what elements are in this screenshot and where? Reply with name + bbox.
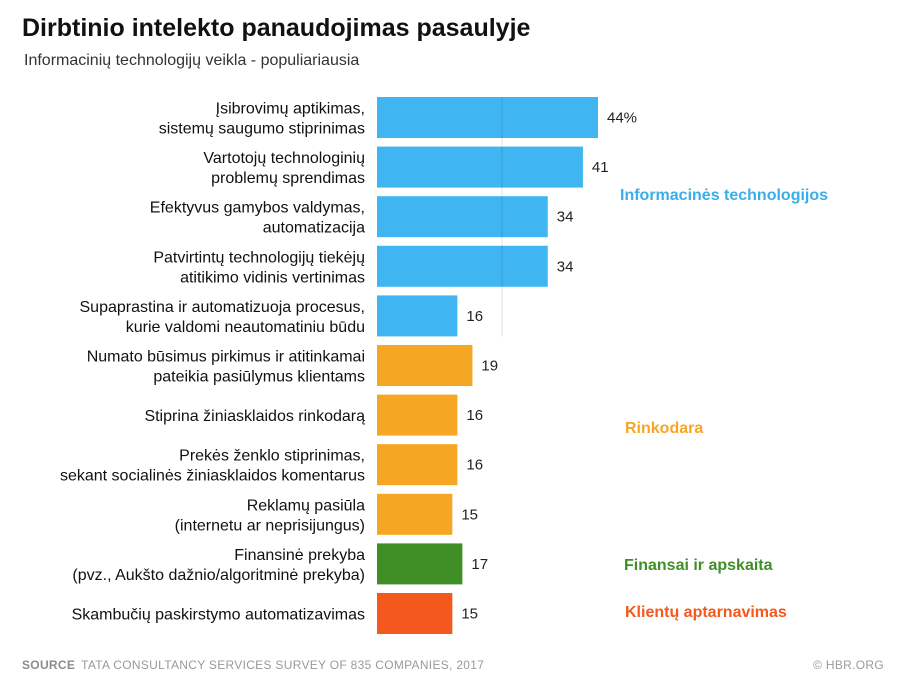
source-text: TATA CONSULTANCY SERVICES SURVEY OF 835 … <box>81 658 485 672</box>
category-label: Reklamų pasiūla <box>247 497 365 514</box>
category-label: Supaprastina ir automatizuoja procesus, <box>80 299 366 316</box>
category-label: Skambučių paskirstymo automatizavimas <box>72 607 365 624</box>
category-label: Efektyvus gamybos valdymas, <box>150 200 365 217</box>
bar <box>377 345 473 386</box>
category-label: Vartotojų technologinių <box>203 150 365 167</box>
category-label: atitikimo vidinis vertinimas <box>180 269 365 286</box>
bar <box>377 146 583 188</box>
group-label: Finansai ir apskaita <box>624 557 773 574</box>
category-label: (pvz., Aukšto dažnio/algoritminė prekyba… <box>72 567 365 584</box>
bar <box>377 593 453 634</box>
value-label: 41 <box>592 159 609 176</box>
category-label: (internetu ar neprisijungus) <box>175 517 365 534</box>
bar <box>377 196 548 238</box>
category-label: sistemų saugumo stiprinimas <box>159 121 365 138</box>
value-label: 19 <box>481 358 498 375</box>
category-label: problemų sprendimas <box>211 170 365 187</box>
value-label: 34 <box>557 258 574 275</box>
group-label: Informacinės technologijos <box>620 187 828 204</box>
bar <box>377 493 453 535</box>
value-label: 15 <box>461 606 478 623</box>
group-label: Rinkodara <box>625 420 703 437</box>
category-label: Patvirtintų technologijų tiekėjų <box>153 249 365 266</box>
value-label: 17 <box>471 556 488 573</box>
credit: © HBR.ORG <box>813 658 884 672</box>
category-label: sekant socialinės žiniasklaidos komentar… <box>60 468 365 485</box>
value-label: 15 <box>461 506 478 523</box>
bar <box>377 394 458 436</box>
bar <box>377 97 598 138</box>
value-label: 34 <box>557 209 574 226</box>
category-label: kurie valdomi neautomatiniu būdu <box>126 319 365 336</box>
category-label: Stiprina žiniasklaidos rinkodarą <box>144 408 365 425</box>
bar <box>377 444 458 486</box>
chart-title: Dirbtinio intelekto panaudojimas pasauly… <box>22 14 531 42</box>
category-label: Prekės ženklo stiprinimas, <box>179 448 365 465</box>
bar <box>377 295 458 337</box>
source-label: SOURCE <box>22 658 76 672</box>
category-label: Finansinė prekyba <box>234 547 365 564</box>
category-label: automatizacija <box>263 220 365 237</box>
value-label: 44% <box>607 110 637 127</box>
group-label: Klientų aptarnavimas <box>625 604 787 621</box>
category-label: Įsibrovimų aptikimas, <box>216 101 365 118</box>
category-label: pateikia pasiūlymus klientams <box>153 369 365 386</box>
bar <box>377 245 548 287</box>
source-note: SOURCE TATA CONSULTANCY SERVICES SURVEY O… <box>22 658 484 672</box>
value-label: 16 <box>466 308 483 325</box>
bar <box>377 543 463 585</box>
value-label: 16 <box>466 457 483 474</box>
bar-chart: 44% Įsibrovimų aptikimas, sistemų saugumo … <box>60 97 828 634</box>
value-label: 16 <box>466 407 483 424</box>
category-label: Numato būsimus pirkimus ir atitinkamai <box>87 349 365 366</box>
chart-subtitle: Informacinių technologijų veikla - popul… <box>24 52 360 69</box>
